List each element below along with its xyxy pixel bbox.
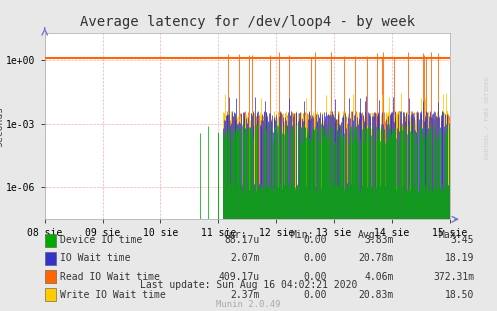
Text: Avg:: Avg: [358,230,381,239]
Text: 88.17u: 88.17u [224,235,259,245]
Text: 409.17u: 409.17u [218,272,259,281]
Text: Munin 2.0.49: Munin 2.0.49 [216,300,281,309]
Text: 18.19: 18.19 [445,253,474,263]
Text: 4.06m: 4.06m [364,272,394,281]
FancyBboxPatch shape [45,270,56,283]
Text: Write IO Wait time: Write IO Wait time [61,290,166,300]
Title: Average latency for /dev/loop4 - by week: Average latency for /dev/loop4 - by week [80,15,415,29]
FancyBboxPatch shape [45,234,56,247]
Text: IO Wait time: IO Wait time [61,253,131,263]
FancyBboxPatch shape [45,252,56,265]
Text: RRDTOOL / TOBI OETIKER: RRDTOOL / TOBI OETIKER [485,77,490,160]
Text: Max:: Max: [438,230,462,239]
Text: 0.00: 0.00 [303,253,327,263]
Text: Last update: Sun Aug 16 04:02:21 2020: Last update: Sun Aug 16 04:02:21 2020 [140,280,357,290]
Text: 3.83m: 3.83m [364,235,394,245]
Text: 372.31m: 372.31m [433,272,474,281]
FancyBboxPatch shape [45,288,56,301]
Text: 2.37m: 2.37m [230,290,259,300]
Text: 3.45: 3.45 [451,235,474,245]
Text: 0.00: 0.00 [303,235,327,245]
Text: 2.07m: 2.07m [230,253,259,263]
Text: Read IO Wait time: Read IO Wait time [61,272,160,281]
Text: 0.00: 0.00 [303,290,327,300]
Text: Cur:: Cur: [224,230,247,239]
Text: Device IO time: Device IO time [61,235,143,245]
Text: Min:: Min: [291,230,314,239]
Text: 0.00: 0.00 [303,272,327,281]
Text: 18.50: 18.50 [445,290,474,300]
Y-axis label: seconds: seconds [0,105,3,146]
Text: 20.83m: 20.83m [358,290,394,300]
Text: 20.78m: 20.78m [358,253,394,263]
